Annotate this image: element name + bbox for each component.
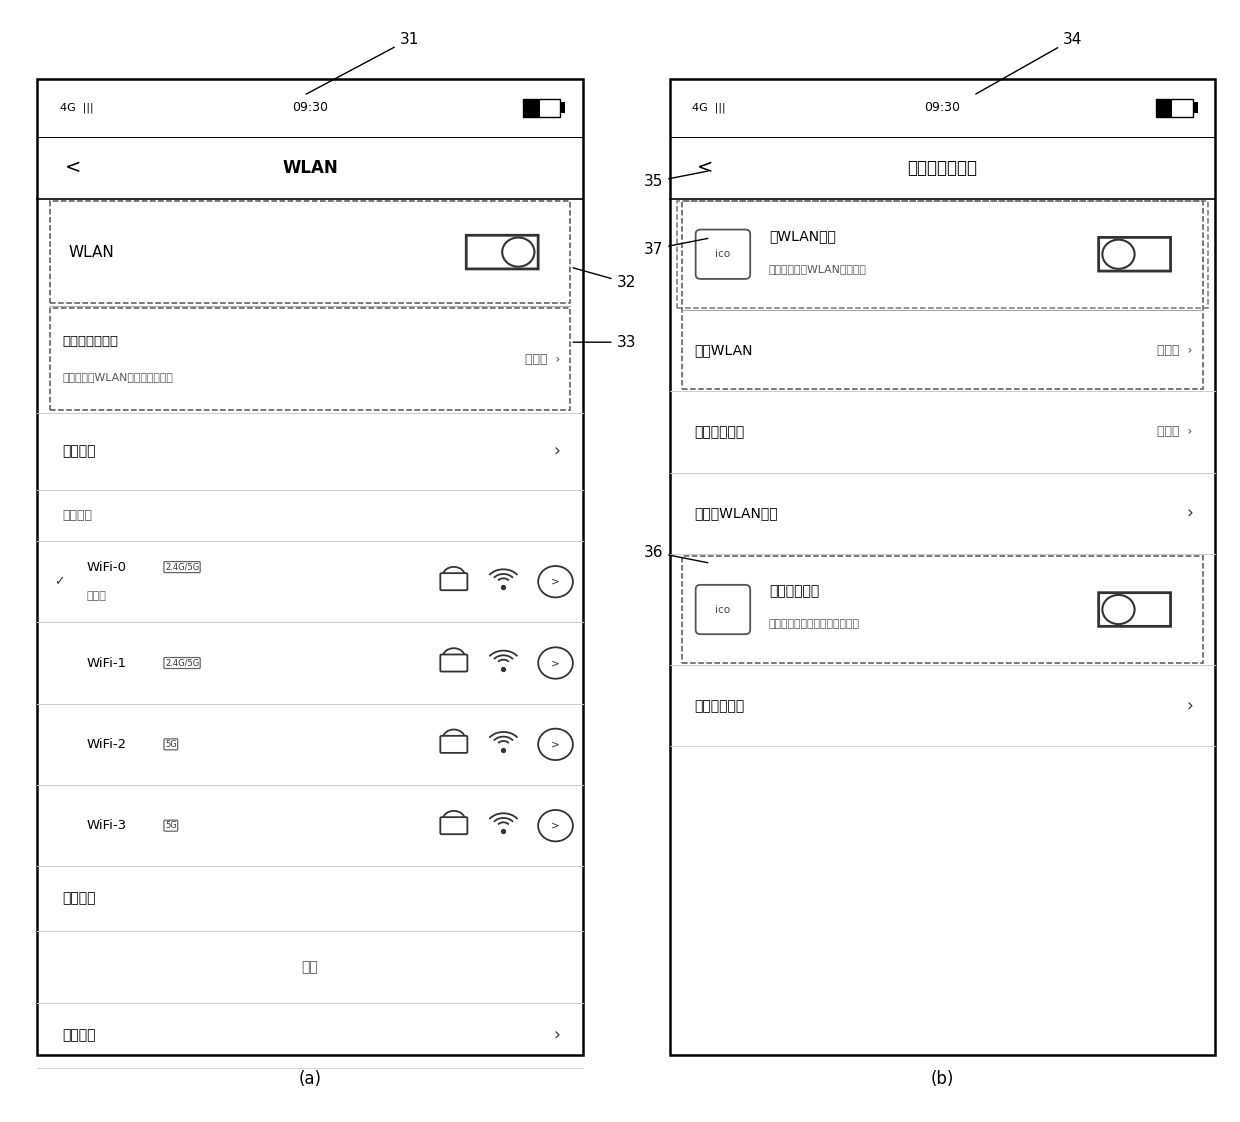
Bar	[682, 201, 1203, 389]
Text: 2.4G/5G: 2.4G/5G	[165, 562, 200, 571]
Text: 双WLAN加速: 双WLAN加速	[769, 229, 836, 243]
Bar	[560, 102, 565, 113]
Text: 未开启  ›: 未开启 ›	[525, 352, 560, 366]
Circle shape	[538, 810, 573, 842]
Text: 刷新: 刷新	[301, 960, 319, 974]
Text: WiFi-0: WiFi-0	[87, 561, 126, 573]
Text: ›: ›	[1187, 504, 1193, 522]
FancyBboxPatch shape	[696, 585, 750, 634]
Bar	[1156, 99, 1172, 117]
Text: 智能多网络加速: 智能多网络加速	[908, 158, 977, 177]
Text: (b): (b)	[931, 1070, 954, 1088]
Circle shape	[502, 238, 534, 267]
Text: 37: 37	[644, 238, 708, 257]
Text: 36: 36	[644, 544, 708, 563]
Bar	[523, 99, 539, 117]
Text: 同时使用双WLAN与数据网络加速: 同时使用双WLAN与数据网络加速	[62, 373, 172, 383]
FancyBboxPatch shape	[440, 736, 467, 753]
Text: 数据网络加速: 数据网络加速	[769, 585, 820, 598]
Text: <: <	[697, 158, 713, 177]
Text: WiFi-1: WiFi-1	[87, 656, 126, 670]
Text: ›: ›	[554, 1027, 560, 1045]
Text: 未连接  ›: 未连接 ›	[1157, 344, 1193, 357]
Bar	[1193, 102, 1198, 113]
Text: WiFi-2: WiFi-2	[87, 738, 126, 751]
Text: 5G: 5G	[165, 821, 176, 830]
FancyBboxPatch shape	[1099, 592, 1171, 626]
Circle shape	[538, 565, 573, 597]
Text: ico: ico	[715, 249, 730, 259]
Text: 2.4G/5G: 2.4G/5G	[165, 659, 200, 668]
Text: 加速应用管理: 加速应用管理	[694, 699, 745, 712]
Text: ›: ›	[554, 442, 560, 460]
FancyBboxPatch shape	[440, 654, 467, 672]
Text: 专属游戏加速: 专属游戏加速	[694, 425, 745, 439]
Bar	[677, 201, 1208, 307]
Text: ✓: ✓	[55, 576, 64, 588]
Bar	[682, 557, 1203, 663]
Text: >: >	[551, 739, 560, 749]
Text: 4G  |||: 4G |||	[692, 102, 725, 113]
Text: >: >	[551, 820, 560, 830]
Bar	[50, 201, 570, 303]
Circle shape	[1102, 595, 1135, 624]
Circle shape	[1102, 240, 1135, 269]
Text: 4G  |||: 4G |||	[60, 102, 93, 113]
Bar	[523, 99, 560, 117]
Text: 关于双WLAN加速: 关于双WLAN加速	[694, 506, 777, 521]
Text: 未开启  ›: 未开启 ›	[1157, 425, 1193, 439]
Text: WiFi-3: WiFi-3	[87, 819, 126, 833]
Text: 高级设置: 高级设置	[62, 1029, 95, 1042]
Text: 同时使用两个WLAN进行加速: 同时使用两个WLAN进行加速	[769, 264, 867, 274]
Text: 辅助WLAN: 辅助WLAN	[694, 343, 753, 358]
Text: <: <	[64, 158, 81, 177]
Text: 09:30: 09:30	[924, 101, 961, 114]
Text: 31: 31	[306, 31, 419, 94]
Text: ›: ›	[1187, 697, 1193, 715]
Text: 5G: 5G	[165, 739, 176, 748]
Text: 智能多网络加速: 智能多网络加速	[62, 334, 118, 348]
FancyBboxPatch shape	[1099, 238, 1171, 272]
Text: 35: 35	[644, 171, 708, 190]
FancyBboxPatch shape	[466, 236, 538, 269]
Text: 已连接: 已连接	[87, 591, 107, 601]
Bar	[670, 79, 1215, 1055]
Text: 网络助理: 网络助理	[62, 444, 95, 458]
Bar	[1156, 99, 1193, 117]
Text: ico: ico	[715, 605, 730, 615]
Text: 09:30: 09:30	[291, 101, 329, 114]
Text: >: >	[551, 657, 560, 668]
Text: 34: 34	[976, 31, 1083, 94]
Text: (a): (a)	[299, 1070, 321, 1088]
FancyBboxPatch shape	[440, 817, 467, 834]
Circle shape	[538, 647, 573, 679]
Text: 可用网络: 可用网络	[62, 509, 92, 522]
Circle shape	[538, 728, 573, 760]
Text: 添加网络: 添加网络	[62, 892, 95, 905]
Text: 同时使用移动数据网络进行加速: 同时使用移动数据网络进行加速	[769, 619, 859, 629]
FancyBboxPatch shape	[440, 573, 467, 590]
Text: WLAN: WLAN	[68, 245, 114, 259]
Text: WLAN: WLAN	[283, 158, 337, 177]
Text: 32: 32	[573, 268, 636, 291]
Bar	[37, 79, 583, 1055]
FancyBboxPatch shape	[696, 230, 750, 279]
Bar	[50, 307, 570, 411]
Text: >: >	[551, 577, 560, 587]
Text: 33: 33	[573, 334, 636, 350]
